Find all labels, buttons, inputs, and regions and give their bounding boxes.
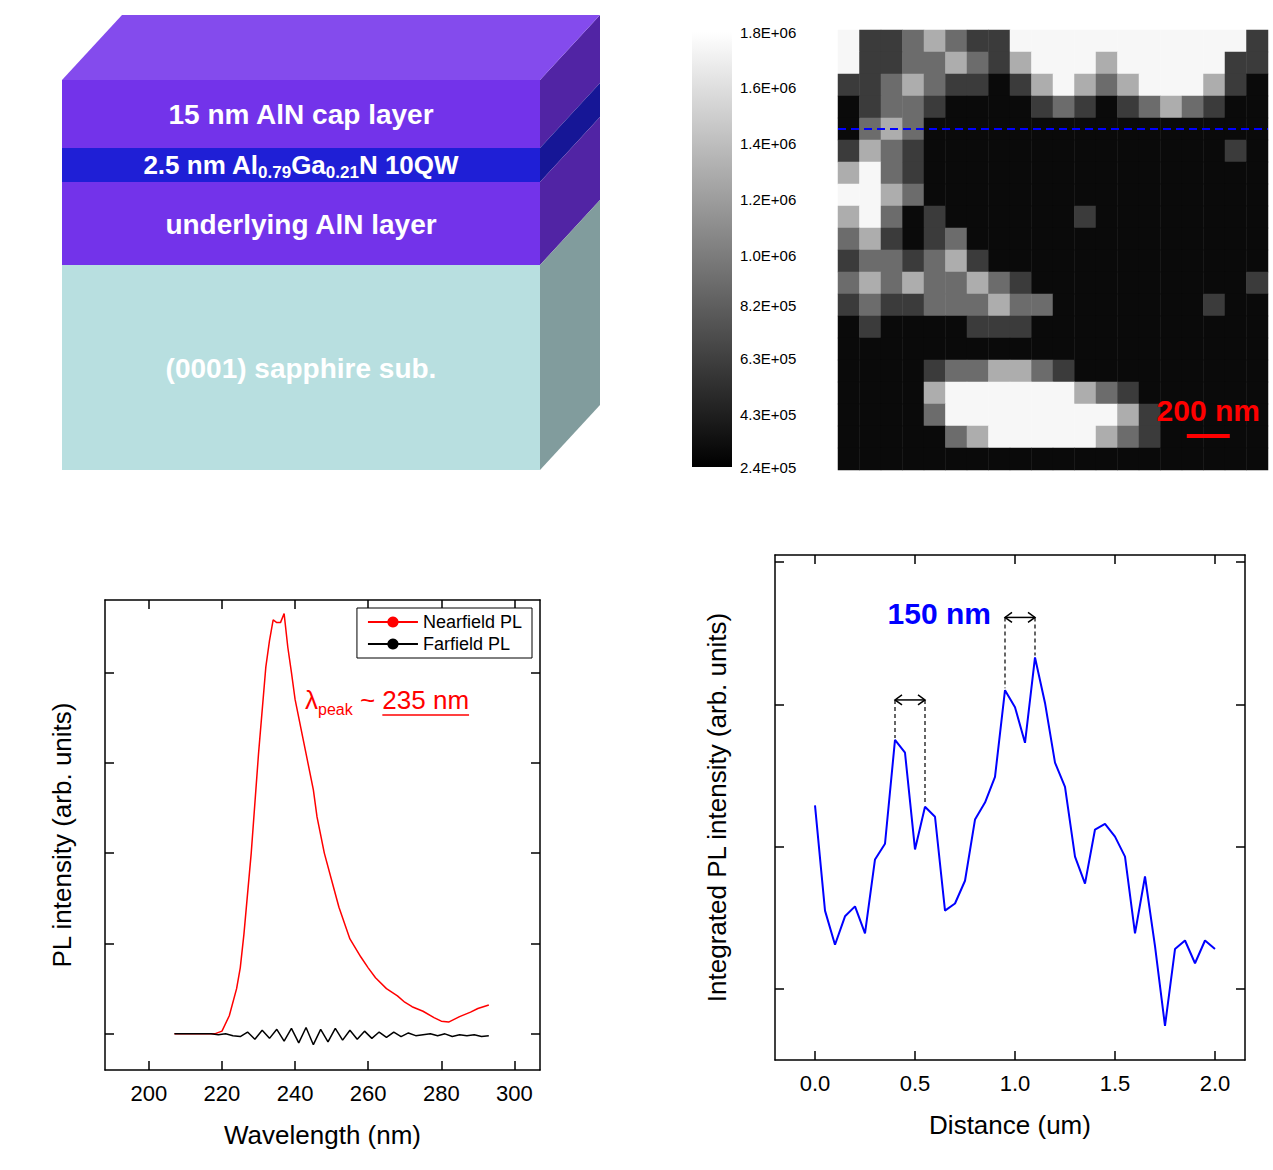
svg-text:6.3E+05: 6.3E+05 [740, 350, 796, 367]
svg-text:2.0: 2.0 [1200, 1071, 1231, 1096]
svg-text:240: 240 [277, 1081, 314, 1106]
svg-text:220: 220 [204, 1081, 241, 1106]
svg-text:8.2E+05: 8.2E+05 [740, 297, 796, 314]
svg-text:Distance (um): Distance (um) [929, 1110, 1091, 1140]
svg-text:underlying AlN layer: underlying AlN layer [165, 208, 436, 239]
svg-text:Nearfield PL: Nearfield PL [423, 612, 522, 632]
svg-text:4.3E+05: 4.3E+05 [740, 406, 796, 423]
svg-text:200 nm: 200 nm [1157, 394, 1260, 427]
svg-text:0.0: 0.0 [800, 1071, 831, 1096]
svg-text:1.0: 1.0 [1000, 1071, 1031, 1096]
svg-text:280: 280 [423, 1081, 460, 1106]
svg-text:1.2E+06: 1.2E+06 [740, 191, 796, 208]
svg-text:Integrated PL intensity (arb.: Integrated PL intensity (arb. units) [702, 613, 732, 1002]
svg-text:PL intensity (arb. units): PL intensity (arb. units) [47, 703, 77, 968]
svg-text:150 nm: 150 nm [888, 597, 991, 630]
svg-text:~: ~ [353, 685, 383, 715]
svg-text:1.4E+06: 1.4E+06 [740, 135, 796, 152]
svg-text:260: 260 [350, 1081, 387, 1106]
svg-text:200: 200 [131, 1081, 168, 1106]
svg-text:1.0E+06: 1.0E+06 [740, 247, 796, 264]
svg-text:1.8E+06: 1.8E+06 [740, 24, 796, 41]
svg-text:235 nm: 235 nm [382, 685, 469, 715]
svg-text:1.6E+06: 1.6E+06 [740, 79, 796, 96]
svg-text:1.5: 1.5 [1100, 1071, 1131, 1096]
svg-text:15 nm AlN cap layer: 15 nm AlN cap layer [168, 99, 433, 130]
svg-text:Wavelength (nm): Wavelength (nm) [224, 1120, 421, 1150]
svg-text:0.5: 0.5 [900, 1071, 931, 1096]
svg-text:2.4E+05: 2.4E+05 [740, 459, 796, 476]
svg-text:300: 300 [496, 1081, 533, 1106]
svg-text:λ: λ [305, 685, 318, 715]
svg-text:(0001) sapphire sub.: (0001) sapphire sub. [166, 352, 437, 383]
svg-text:peak: peak [318, 701, 354, 718]
svg-text:Farfield PL: Farfield PL [423, 634, 510, 654]
svg-text:2.5 nm Al0.79Ga0.21N 10QW: 2.5 nm Al0.79Ga0.21N 10QW [143, 150, 459, 182]
